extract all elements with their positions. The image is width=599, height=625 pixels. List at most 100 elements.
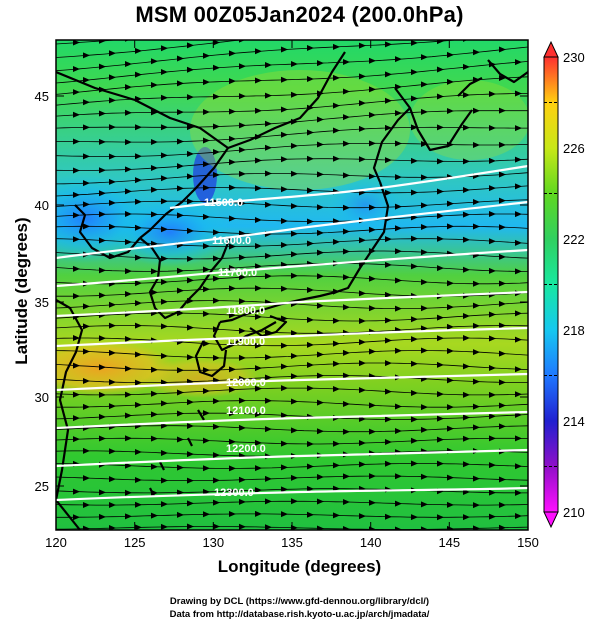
wind-arrowhead <box>499 197 506 204</box>
wind-arrowhead <box>385 189 392 196</box>
wind-arrowhead <box>229 312 236 319</box>
wind-arrowhead <box>421 526 428 530</box>
wind-arrowhead <box>73 65 80 72</box>
wind-arrowhead <box>239 254 246 261</box>
wind-arrowhead <box>83 99 90 106</box>
wind-arrowhead <box>307 463 314 470</box>
wind-arrowhead <box>203 388 210 395</box>
wind-arrowhead <box>499 46 506 53</box>
wind-arrowhead <box>265 144 272 151</box>
wind-arrowhead <box>99 267 106 274</box>
wind-arrowhead <box>125 84 132 91</box>
streamline <box>56 437 528 445</box>
wind-arrowhead <box>489 124 496 131</box>
wind-arrowhead <box>411 95 418 102</box>
wind-arrowhead <box>395 277 402 284</box>
wind-arrowhead <box>447 78 454 85</box>
wind-arrowhead <box>203 310 210 317</box>
wind-arrowhead <box>203 511 210 518</box>
wind-arrowhead <box>255 285 262 292</box>
wind-arrowhead <box>369 140 376 147</box>
wind-arrowhead <box>411 336 418 343</box>
wind-arrowhead <box>255 243 262 250</box>
wind-arrowhead <box>73 362 80 369</box>
wind-arrowhead <box>161 450 168 457</box>
wind-arrowhead <box>187 255 194 262</box>
wind-arrowhead <box>125 210 132 217</box>
wind-arrowhead <box>463 92 470 99</box>
wind-arrowhead <box>281 511 288 518</box>
wind-arrowhead <box>291 398 298 405</box>
wind-arrowhead <box>515 310 522 317</box>
wind-arrowhead <box>135 300 142 307</box>
wind-arrowhead <box>229 135 236 142</box>
wind-arrowhead <box>151 211 158 218</box>
wind-arrowhead <box>333 74 340 81</box>
wind-arrowhead <box>213 354 220 361</box>
wind-arrowhead <box>473 475 480 482</box>
wind-arrowhead <box>213 123 220 130</box>
wind-arrowhead <box>463 414 470 421</box>
wind-arrowhead <box>177 436 184 443</box>
colorbar-labels: 210 214 218 222 226 230 <box>563 50 585 520</box>
wind-arrowhead <box>291 373 298 380</box>
wind-arrowhead <box>187 173 194 180</box>
wind-arrowhead <box>359 100 366 107</box>
wind-arrowhead <box>229 487 236 494</box>
wind-arrowhead <box>187 399 194 406</box>
wind-arrowhead <box>229 264 236 271</box>
wind-arrowhead <box>213 523 220 530</box>
y-tick-label: 25 <box>35 479 49 494</box>
wind-arrowhead <box>109 50 116 57</box>
wind-arrowhead <box>395 174 402 181</box>
wind-arrowhead <box>411 235 418 242</box>
wind-arrowhead <box>463 489 470 496</box>
wind-arrowhead <box>203 410 210 417</box>
wind-arrowhead <box>161 353 168 360</box>
wind-arrowhead <box>177 185 184 192</box>
wind-arrowhead <box>161 422 168 429</box>
wind-arrowhead <box>307 129 314 136</box>
wind-arrowhead <box>203 340 210 347</box>
wind-arrowhead <box>515 366 522 373</box>
wind-arrowhead <box>421 54 428 61</box>
wind-arrowhead <box>385 41 392 48</box>
streamline <box>56 126 528 143</box>
wind-arrowhead <box>359 125 366 132</box>
wind-arrowhead <box>135 524 142 530</box>
wind-arrowhead <box>99 489 106 496</box>
wind-arrowhead <box>125 412 132 419</box>
wind-arrowhead <box>203 184 210 191</box>
wind-arrowhead <box>369 348 376 355</box>
wind-arrowhead <box>291 251 298 258</box>
wind-arrowhead <box>411 437 418 444</box>
wind-arrowhead <box>203 465 210 472</box>
wind-arrowhead <box>73 488 80 495</box>
wind-arrowhead <box>463 312 470 319</box>
wind-arrowhead <box>265 273 272 280</box>
wind-arrowhead <box>369 428 376 435</box>
wind-arrowhead <box>343 204 350 211</box>
wind-arrowhead <box>317 428 324 435</box>
streamline <box>56 40 121 45</box>
wind-arrowhead <box>307 341 314 348</box>
wind-arrowhead <box>203 137 210 144</box>
wind-arrowhead <box>151 268 158 275</box>
wind-arrowhead <box>473 424 480 431</box>
wind-arrowhead <box>73 415 80 422</box>
wind-arrowhead <box>437 158 444 165</box>
wind-arrowhead <box>281 19 288 25</box>
wind-arrowhead <box>437 265 444 272</box>
wind-arrowhead <box>203 367 210 374</box>
wind-arrowhead <box>265 524 272 530</box>
contour-label: 11700.0 <box>218 267 257 279</box>
wind-arrowhead <box>239 170 246 177</box>
wind-arrowhead <box>73 167 80 174</box>
wind-arrowhead <box>229 285 236 292</box>
wind-arrowhead <box>291 170 298 177</box>
wind-arrowhead <box>99 211 106 218</box>
wind-arrowhead <box>447 501 454 508</box>
colorbar-min-arrow <box>543 511 559 529</box>
wind-arrowhead <box>437 436 444 443</box>
wind-arrowhead <box>109 448 116 455</box>
